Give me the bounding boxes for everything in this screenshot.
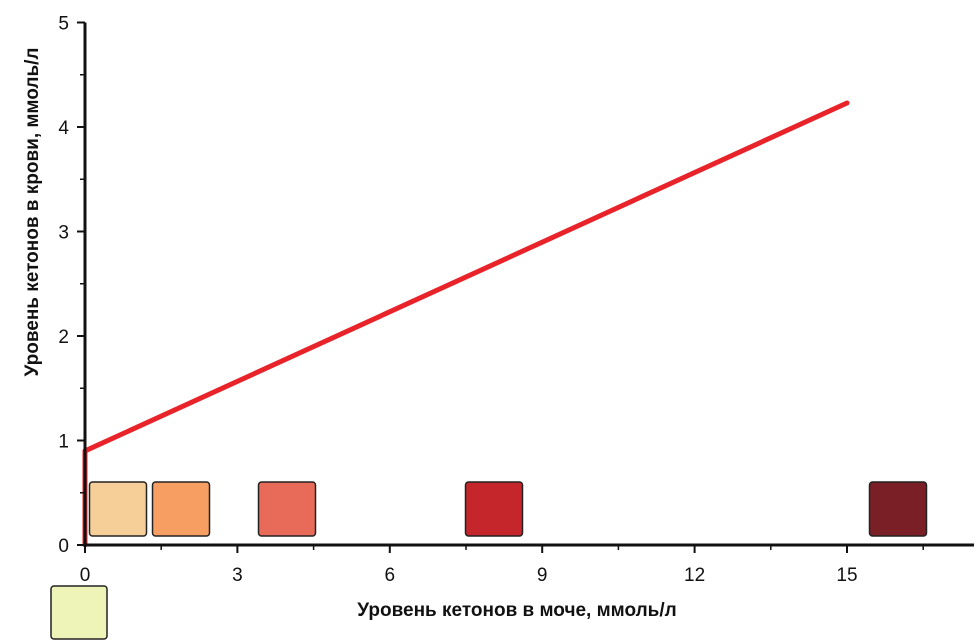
x-tick-label: 6: [385, 565, 396, 586]
series-line: [82, 100, 850, 548]
y-tick-label: 3: [58, 223, 69, 244]
y-tick-label: 0: [58, 536, 69, 557]
y-axis-title: Уровень кетонов в крови, ммоль/л: [22, 48, 43, 377]
y-tick-label: 5: [58, 14, 69, 35]
x-tick-label: 0: [80, 565, 91, 586]
color-swatch: [151, 481, 211, 537]
color-swatch: [257, 481, 317, 537]
color-swatches: [50, 481, 928, 640]
color-swatch: [50, 585, 108, 640]
x-tick-label: 9: [537, 565, 548, 586]
x-tick-label: 12: [684, 565, 705, 586]
x-axis-title: Уровень кетонов в моче, ммоль/л: [357, 600, 676, 621]
x-tick-label: 3: [232, 565, 243, 586]
y-tick-label: 2: [58, 327, 69, 348]
x-tick-label: 15: [836, 565, 857, 586]
color-swatch: [88, 481, 148, 537]
color-swatch: [464, 481, 524, 537]
series-layer: [82, 100, 850, 548]
y-tick-label: 4: [58, 118, 69, 139]
color-swatch: [868, 481, 928, 537]
y-tick-label: 1: [58, 432, 69, 453]
axes: [77, 21, 974, 553]
